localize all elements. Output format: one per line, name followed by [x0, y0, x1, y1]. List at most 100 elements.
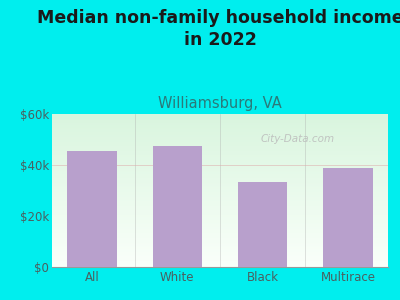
Bar — [52, 210, 388, 212]
Bar — [52, 126, 388, 128]
Bar — [52, 167, 388, 169]
Bar — [52, 118, 388, 120]
Bar — [52, 218, 388, 220]
Bar — [52, 212, 388, 214]
Bar — [52, 230, 388, 232]
Bar — [52, 183, 388, 184]
Bar — [52, 198, 388, 200]
Text: Williamsburg, VA: Williamsburg, VA — [158, 96, 282, 111]
Bar — [52, 227, 388, 229]
Bar — [52, 215, 388, 217]
Bar — [52, 181, 388, 183]
Bar — [52, 241, 388, 242]
Bar — [52, 137, 388, 139]
Bar — [52, 158, 388, 160]
Bar — [52, 244, 388, 246]
Bar — [52, 235, 388, 236]
Bar — [52, 178, 388, 180]
Bar — [52, 261, 388, 262]
Bar — [52, 239, 388, 241]
Bar — [52, 152, 388, 154]
Bar — [52, 145, 388, 146]
Bar — [52, 184, 388, 186]
Bar — [52, 221, 388, 223]
Bar — [52, 266, 388, 267]
Bar — [52, 226, 388, 227]
Bar — [52, 246, 388, 247]
Bar — [52, 194, 388, 195]
Text: City-Data.com: City-Data.com — [260, 134, 334, 143]
Bar — [52, 143, 388, 145]
Bar — [52, 242, 388, 244]
Bar — [52, 220, 388, 221]
Bar — [52, 122, 388, 123]
Text: Median non-family household income
in 2022: Median non-family household income in 20… — [37, 9, 400, 49]
Bar — [52, 214, 388, 215]
Bar — [52, 128, 388, 129]
Bar — [52, 203, 388, 204]
Bar — [52, 253, 388, 255]
Bar — [52, 123, 388, 125]
Bar — [52, 172, 388, 174]
Bar — [52, 125, 388, 126]
Bar — [52, 114, 388, 116]
Bar — [52, 132, 388, 134]
Bar — [52, 146, 388, 148]
Bar — [52, 140, 388, 142]
Bar — [52, 139, 388, 140]
Bar — [52, 255, 388, 256]
Bar — [52, 195, 388, 196]
Bar — [52, 129, 388, 131]
Bar — [52, 155, 388, 157]
Bar — [52, 209, 388, 210]
Bar — [52, 233, 388, 235]
Bar — [52, 236, 388, 238]
Bar — [52, 164, 388, 166]
Bar — [52, 201, 388, 203]
Bar — [52, 252, 388, 253]
Bar — [52, 196, 388, 198]
Bar — [52, 161, 388, 163]
Bar — [52, 250, 388, 252]
Bar — [52, 189, 388, 190]
Bar — [52, 192, 388, 194]
Bar — [52, 224, 388, 226]
Bar — [52, 204, 388, 206]
Bar — [52, 259, 388, 261]
Bar — [52, 174, 388, 175]
Bar — [52, 175, 388, 177]
Bar — [52, 154, 388, 155]
Bar — [52, 258, 388, 259]
Bar — [52, 117, 388, 118]
Bar — [52, 206, 388, 207]
Bar — [67, 151, 117, 267]
Bar — [52, 177, 388, 178]
Bar — [52, 169, 388, 171]
Bar — [323, 167, 373, 267]
Bar — [52, 238, 388, 239]
Bar — [52, 247, 388, 249]
Bar — [52, 223, 388, 224]
Bar — [52, 157, 388, 158]
Bar — [52, 166, 388, 167]
Bar — [52, 232, 388, 233]
Bar — [152, 146, 202, 267]
Bar — [52, 200, 388, 201]
Bar — [52, 120, 388, 122]
Bar — [52, 262, 388, 264]
Bar — [52, 249, 388, 250]
Bar — [52, 188, 388, 189]
Bar — [52, 151, 388, 152]
Bar — [52, 256, 388, 258]
Bar — [238, 182, 288, 267]
Bar — [52, 163, 388, 164]
Bar — [52, 190, 388, 192]
Bar — [52, 149, 388, 151]
Bar — [52, 116, 388, 117]
Bar — [52, 134, 388, 135]
Bar — [52, 229, 388, 230]
Bar — [52, 180, 388, 181]
Bar — [52, 135, 388, 137]
Bar — [52, 186, 388, 188]
Bar — [52, 264, 388, 266]
